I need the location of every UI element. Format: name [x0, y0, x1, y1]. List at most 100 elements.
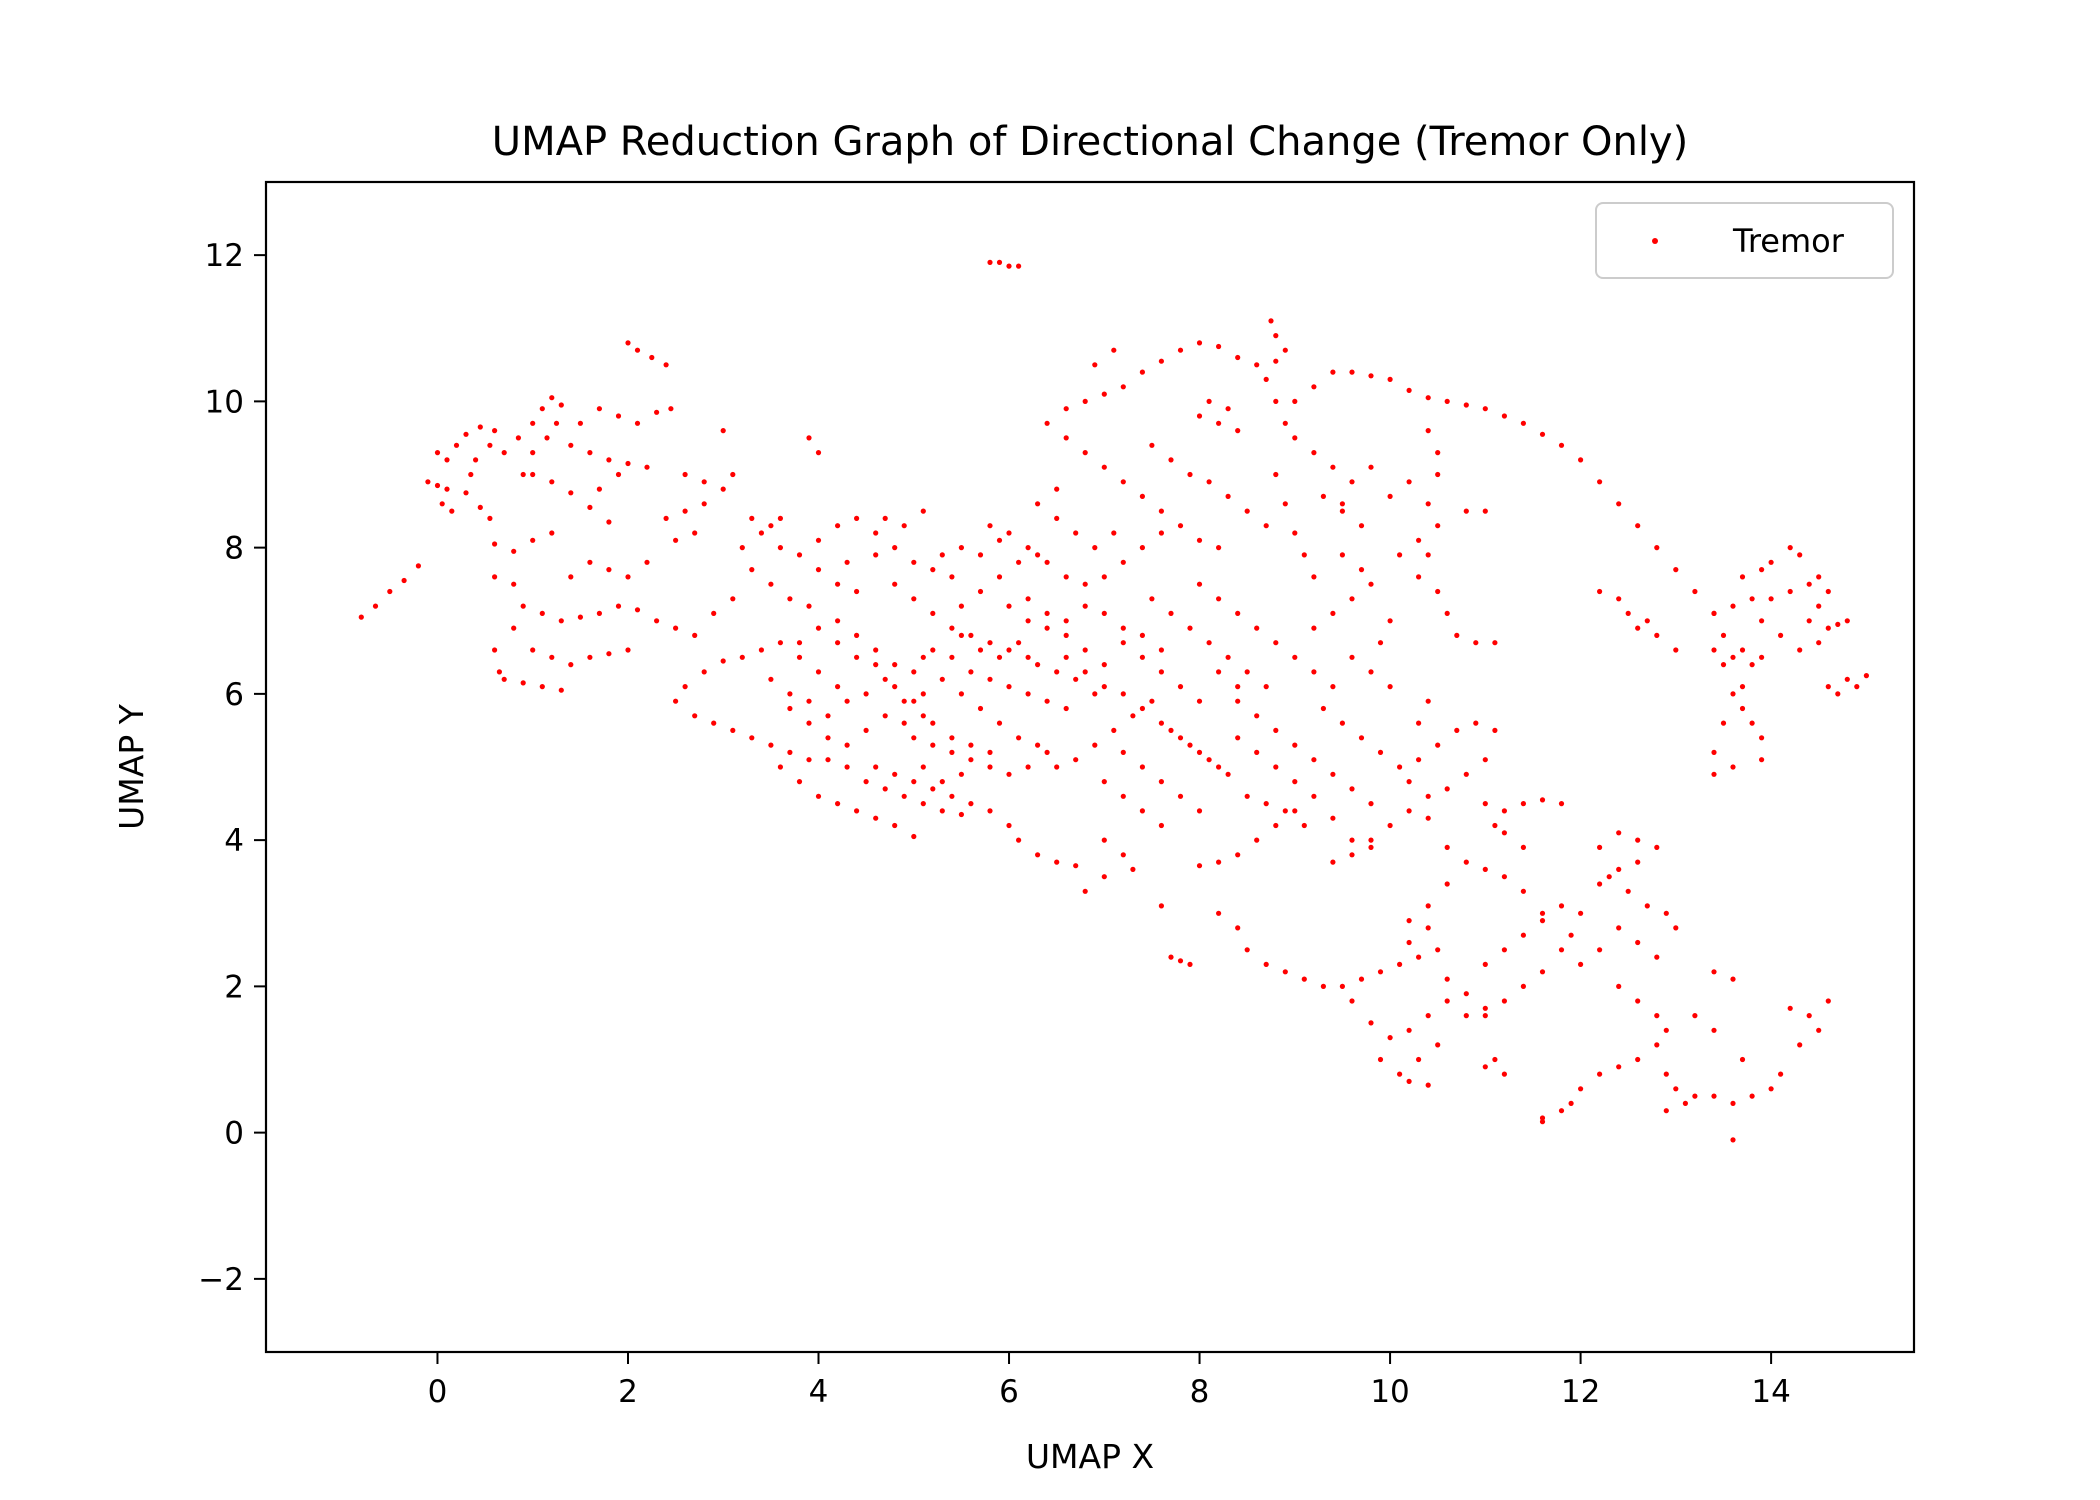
data-point [1406, 479, 1412, 485]
data-point [1092, 362, 1098, 368]
data-point [1273, 822, 1279, 829]
data-point [758, 647, 765, 653]
data-point [835, 581, 841, 587]
data-point [920, 691, 926, 697]
data-point [815, 450, 822, 456]
data-point [1635, 998, 1641, 1004]
data-point [615, 471, 622, 478]
data-point [1406, 1027, 1412, 1033]
data-point [1759, 735, 1765, 741]
data-point [1330, 859, 1336, 865]
data-point [901, 720, 907, 726]
data-point [1635, 837, 1641, 843]
data-point [911, 698, 917, 704]
data-point [1425, 395, 1431, 401]
data-point [1206, 757, 1212, 763]
data-point [930, 610, 936, 617]
data-point [1425, 815, 1431, 821]
data-point [996, 259, 1003, 265]
data-point [1235, 684, 1241, 690]
data-point [1035, 852, 1041, 858]
data-point [1101, 779, 1107, 785]
data-point [1263, 684, 1269, 690]
data-point [1235, 852, 1241, 858]
data-point [1377, 1056, 1384, 1063]
data-point [920, 508, 926, 514]
data-point [854, 808, 860, 814]
data-point [958, 811, 965, 818]
data-point [1025, 545, 1031, 551]
data-point [749, 515, 755, 522]
data-point [530, 537, 536, 543]
data-point [777, 764, 784, 770]
data-point [835, 684, 841, 690]
data-point [1158, 822, 1164, 829]
data-point [1082, 647, 1088, 653]
data-point [644, 464, 650, 470]
data-point [1482, 1005, 1488, 1011]
data-point [1139, 764, 1145, 770]
data-point [649, 354, 655, 361]
data-point [1101, 610, 1107, 617]
data-point [1244, 669, 1250, 675]
data-point [1387, 684, 1393, 690]
data-point [1368, 581, 1374, 587]
data-point [1387, 822, 1393, 829]
data-point [1273, 640, 1279, 646]
data-point [901, 793, 907, 799]
data-point [1730, 691, 1736, 697]
y-tick-label: 10 [205, 384, 244, 420]
data-point [949, 574, 955, 580]
x-tick-label: 4 [809, 1374, 829, 1410]
data-point [1016, 640, 1022, 646]
data-point [1654, 1042, 1660, 1048]
data-point [1825, 588, 1831, 595]
data-point [1035, 552, 1041, 558]
data-point [444, 457, 450, 463]
data-point [1444, 786, 1450, 792]
y-tick-label: 8 [224, 531, 244, 567]
data-point [939, 552, 945, 558]
data-point [553, 420, 560, 426]
data-point [796, 779, 803, 785]
data-point [1825, 625, 1831, 631]
data-point [1273, 333, 1279, 339]
data-point [1158, 903, 1164, 909]
data-point [1292, 398, 1298, 404]
data-point [701, 501, 707, 507]
data-point [1158, 508, 1164, 514]
data-point [1444, 398, 1450, 404]
data-point [596, 406, 603, 412]
data-point [1406, 1078, 1412, 1084]
data-point [1216, 596, 1222, 602]
data-point [1711, 749, 1717, 756]
data-point [720, 658, 726, 664]
data-point [1101, 874, 1107, 880]
data-point [1644, 903, 1650, 909]
data-point [1444, 844, 1450, 851]
data-point [987, 749, 993, 756]
data-point [787, 596, 793, 602]
data-point [749, 567, 755, 573]
data-point [1349, 596, 1355, 602]
data-point [1196, 863, 1203, 869]
data-point [1387, 493, 1393, 499]
data-point [1044, 610, 1050, 617]
data-point [1806, 1013, 1812, 1019]
data-point [673, 625, 679, 631]
data-point [468, 471, 474, 478]
data-point [453, 442, 460, 448]
data-point [1263, 961, 1269, 968]
data-point [1501, 830, 1507, 836]
data-point [1539, 910, 1546, 916]
data-point [1654, 632, 1660, 639]
data-point [1835, 691, 1841, 697]
data-point [1139, 545, 1145, 551]
data-point [1268, 318, 1274, 324]
data-point [1225, 771, 1231, 777]
data-point [1063, 574, 1069, 580]
data-point [920, 801, 926, 807]
x-tick-label: 14 [1751, 1374, 1790, 1410]
data-point [1235, 428, 1241, 434]
data-point [1711, 610, 1717, 617]
